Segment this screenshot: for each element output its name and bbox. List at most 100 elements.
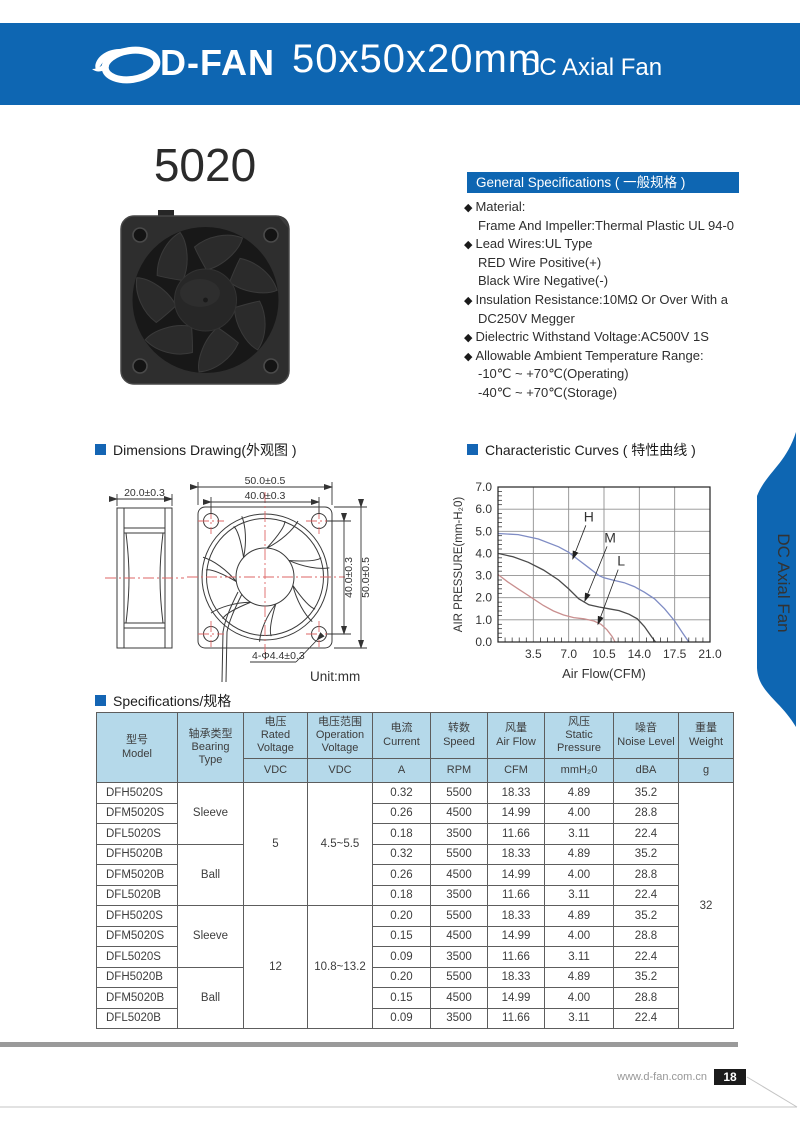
bearing-type-cell: Ball	[177, 966, 244, 1029]
general-specs-header: General Specifications ( 一般规格 )	[467, 172, 739, 193]
svg-text:H: H	[584, 508, 594, 524]
table-cell: 11.66	[487, 946, 545, 968]
svg-text:7.0: 7.0	[560, 647, 577, 661]
svg-text:1.0: 1.0	[475, 613, 492, 627]
dfan-logo-icon	[92, 46, 161, 84]
operation-voltage-cell: 10.8~13.2	[307, 905, 373, 1029]
weight-cell: 32	[678, 782, 734, 1029]
spec-line: Black Wire Negative(-)	[478, 273, 609, 289]
spec-line: ◆ Dielectric Withstand Voltage:AC500V 1S	[464, 329, 709, 345]
characteristic-curves-chart: 0.0 1.0 2.0 3.0 4.0 5.0 6.0 7.0 3.5 7.0 10.5 14.0 17…	[453, 480, 722, 681]
table-cell: 35.2	[613, 966, 679, 988]
operation-voltage-cell: 4.5~5.5	[307, 782, 373, 906]
table-cell: DFL5020S	[96, 823, 178, 845]
table-cell: 3500	[430, 823, 488, 845]
table-cell: 3500	[430, 1007, 488, 1029]
table-cell: 4.89	[544, 966, 614, 988]
svg-text:17.5: 17.5	[663, 647, 687, 661]
dim-height-outer: 50.0±0.5	[360, 557, 372, 598]
table-cell: 4.00	[544, 987, 614, 1009]
table-row: DFH5020S Sleeve 12 10.8~13.2 0.20 5500 18.33 4.…	[96, 905, 734, 1029]
table-cell: 28.8	[613, 802, 679, 824]
svg-text:14.0: 14.0	[628, 647, 652, 661]
blue-square-icon	[95, 695, 106, 706]
table-cell: 22.4	[613, 1007, 679, 1029]
table-row: DFL5020B 0.18 3500 11.66 3.11 22.4	[96, 884, 734, 906]
bearing-type-cell: Sleeve	[177, 905, 244, 968]
table-cell: 18.33	[487, 782, 545, 804]
table-cell: DFH5020B	[96, 966, 178, 988]
table-cell: DFM5020B	[96, 987, 178, 1009]
table-cell: 0.09	[372, 946, 431, 968]
table-cell: 0.09	[372, 1007, 431, 1029]
column-header: 重量 Weight	[678, 712, 734, 759]
table-cell: 14.99	[487, 864, 545, 886]
footer-divider-bar	[0, 1042, 738, 1047]
chart-grid	[498, 486, 711, 642]
table-cell: 18.33	[487, 905, 545, 927]
svg-text:10.5: 10.5	[592, 647, 616, 661]
table-cell: 5500	[430, 843, 488, 865]
footer-url: www.d-fan.com.cn	[617, 1071, 707, 1083]
svg-text:21.0: 21.0	[698, 647, 722, 661]
table-cell: 0.15	[372, 987, 431, 1009]
svg-text:2.0: 2.0	[475, 591, 492, 605]
table-row: DFH5020B Ball 0.20 5500 18.33 4.89 35.2	[96, 966, 734, 1029]
drawing-blades	[202, 516, 330, 642]
dim-width-holes: 40.0±0.3	[245, 490, 286, 502]
column-unit: dBA	[613, 758, 679, 783]
model-number-title: 5020	[153, 139, 257, 191]
table-cell: 0.26	[372, 802, 431, 824]
table-cell: 4.89	[544, 905, 614, 927]
table-cell: DFH5020S	[96, 905, 178, 927]
column-header: 风量 Air Flow	[487, 712, 545, 759]
table-cell: 3.11	[544, 823, 614, 845]
column-unit: VDC	[243, 758, 308, 783]
svg-text:M: M	[604, 529, 616, 545]
svg-text:L: L	[617, 553, 625, 569]
specifications-table: 型号 Model 轴承类型 Bearing Type 电压 Rated Voltage 电压…	[96, 712, 734, 1029]
chart-curve-labels: HML	[572, 508, 625, 626]
svg-text:3.5: 3.5	[525, 647, 542, 661]
spec-line: ◆ Insulation Resistance:10MΩ Or Over With…	[464, 291, 728, 307]
page-number-badge: 18	[714, 1069, 746, 1085]
column-unit: RPM	[430, 758, 488, 783]
spec-line: ◆ Lead Wires:UL Type	[464, 236, 593, 252]
brand-name: D-FAN	[160, 42, 275, 83]
table-cell: 4500	[430, 802, 488, 824]
table-cell: 4.00	[544, 802, 614, 824]
table-cell: 5500	[430, 966, 488, 988]
table-row: DFH5020S Sleeve 5 4.5~5.5 0.32 5500 18.33 4.89 3…	[96, 782, 734, 1029]
table-cell: 5500	[430, 905, 488, 927]
spec-line: DC250V Megger	[478, 310, 575, 326]
svg-text:6.0: 6.0	[475, 502, 492, 516]
spec-line: ◆ Material:	[464, 199, 526, 214]
table-cell: 4.89	[544, 843, 614, 865]
table-cell: 22.4	[613, 946, 679, 968]
side-tab: DC Axial Fan	[757, 432, 796, 727]
table-cell: 4.00	[544, 864, 614, 886]
column-header: 型号 Model	[96, 712, 178, 783]
table-cell: DFH5020S	[96, 782, 178, 804]
dim-height-holes: 40.0±0.3	[343, 557, 355, 598]
dim-hole-callout: 4-Φ4.4±0.3	[252, 650, 305, 662]
table-row: DFM5020B 0.15 4500 14.99 4.00 28.8	[96, 987, 734, 1009]
table-cell: 4.89	[544, 782, 614, 804]
table-cell: 14.99	[487, 802, 545, 824]
svg-text:4.0: 4.0	[475, 546, 492, 560]
table-cell: 11.66	[487, 1007, 545, 1029]
unit-label: Unit:mm	[310, 669, 360, 684]
table-cell: 0.20	[372, 966, 431, 988]
column-unit: g	[678, 758, 734, 783]
table-cell: 14.99	[487, 925, 545, 947]
table-row: DFL5020B 0.09 3500 11.66 3.11 22.4	[96, 1007, 734, 1029]
footer-decor-lines	[0, 1076, 798, 1108]
table-cell: 3.11	[544, 884, 614, 906]
column-header: 电压范围 Operation Voltage	[307, 712, 373, 759]
table-cell: DFL5020B	[96, 1007, 178, 1029]
column-header: 电压 Rated Voltage	[243, 712, 308, 759]
side-tab-label: DC Axial Fan	[774, 533, 793, 632]
table-cell: 3.11	[544, 1007, 614, 1029]
table-cell: DFM5020S	[96, 802, 178, 824]
